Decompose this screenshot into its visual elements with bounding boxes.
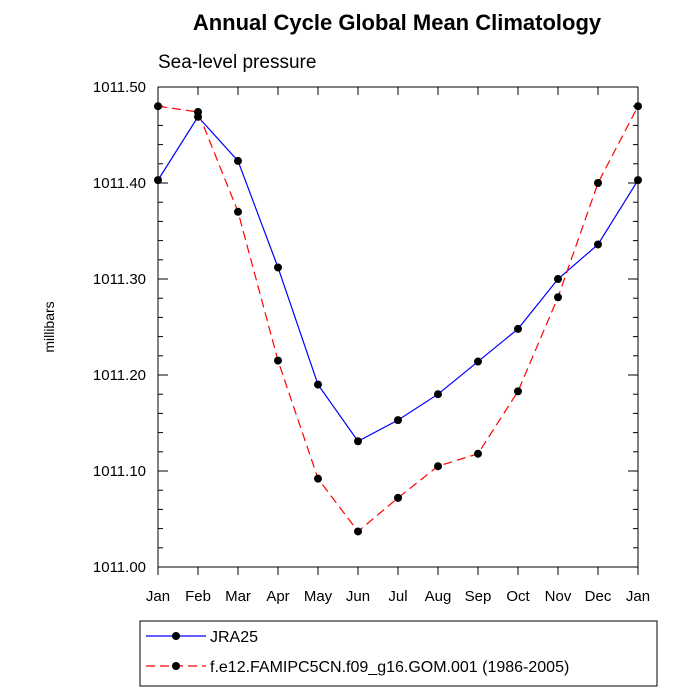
- series-line-2: [157, 105, 639, 533]
- legend: JRA25 f.e12.FAMIPC5CN.f09_g16.GOM.001 (19…: [139, 620, 658, 687]
- series-layer: [154, 102, 642, 536]
- x-tick-label: Apr: [266, 588, 289, 605]
- y-tick-label: 1011.50: [93, 79, 146, 96]
- series-2-point: [394, 493, 402, 502]
- series-1-point: [554, 275, 562, 283]
- legend-marker-1: [172, 632, 180, 640]
- series-2-point: [514, 387, 522, 396]
- series-line-1: [157, 115, 639, 443]
- x-tick-label: Dec: [585, 588, 612, 605]
- series-1-point: [274, 263, 282, 272]
- series-1-point: [314, 380, 322, 389]
- y-tick-label: 1011.40: [93, 175, 146, 192]
- x-tick-label: Oct: [506, 588, 530, 605]
- chart-title: Annual Cycle Global Mean Climatology: [193, 10, 602, 35]
- series-2-point: [554, 293, 562, 302]
- y-tick-label: 1011.10: [93, 463, 146, 480]
- x-tick-label: May: [304, 588, 333, 605]
- x-tick-label: Sep: [465, 588, 492, 605]
- legend-marker-2: [172, 662, 180, 670]
- series-1-point: [234, 156, 242, 165]
- series-2-point: [314, 474, 322, 483]
- series-2-point: [154, 102, 162, 111]
- x-tick-label: Feb: [185, 588, 211, 605]
- series-1-point: [394, 416, 402, 425]
- series-1-point: [154, 176, 162, 185]
- series-2-point: [594, 179, 602, 187]
- x-tick-label: Jul: [388, 588, 407, 605]
- series-2-point: [234, 207, 242, 216]
- series-2-point: [194, 107, 202, 116]
- series-2-point: [274, 356, 282, 365]
- series-1-point: [354, 437, 362, 446]
- x-tick-label: Aug: [425, 588, 452, 605]
- legend-box: [139, 620, 658, 687]
- chart-subtitle: Sea-level pressure: [158, 52, 316, 73]
- legend-label-2: f.e12.FAMIPC5CN.f09_g16.GOM.001 (1986-20…: [210, 659, 569, 676]
- y-tick-label: 1011.00: [93, 559, 146, 576]
- x-tick-label: Nov: [545, 588, 572, 605]
- y-tick-label: 1011.20: [93, 367, 146, 384]
- series-1-point: [634, 176, 642, 185]
- series-1-point: [594, 240, 602, 249]
- series-1-point: [514, 324, 522, 333]
- y-tick-label: 1011.30: [93, 271, 146, 288]
- x-tick-label: Jan: [626, 588, 650, 605]
- y-axis-label: millibars: [41, 301, 57, 352]
- series-1-point: [474, 357, 482, 366]
- series-2-point: [354, 527, 362, 536]
- series-2-point: [474, 449, 482, 458]
- series-2-point: [434, 462, 442, 471]
- x-tick-label: Jun: [346, 588, 370, 605]
- ticks-layer: 1011.00 1011.10 1011.20 1011.30 1011.40 1011.…: [93, 79, 650, 605]
- x-tick-label: Mar: [225, 588, 251, 605]
- series-2-point: [634, 102, 642, 111]
- x-tick-label: Jan: [146, 588, 170, 605]
- series-1-point: [434, 390, 442, 399]
- legend-label-1: JRA25: [210, 629, 258, 646]
